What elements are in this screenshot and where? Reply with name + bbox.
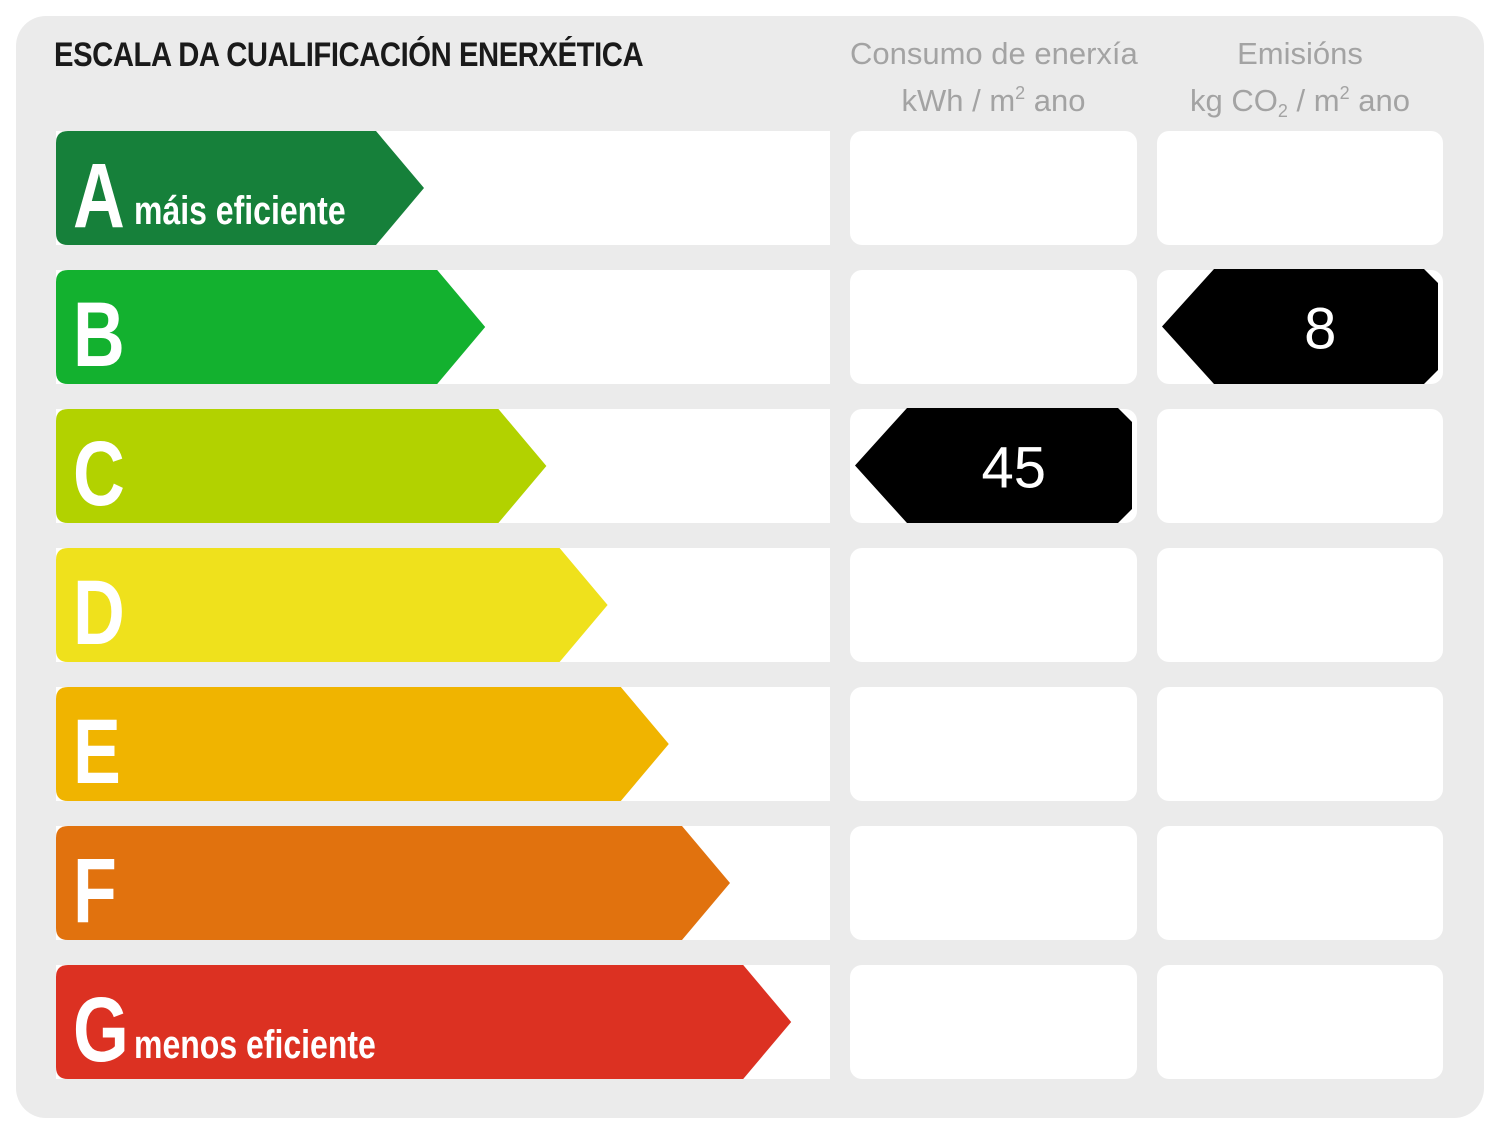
consumo-cell-f (850, 826, 1137, 940)
column-header-emisions-unit: kg CO2 / m2 ano (1190, 83, 1410, 121)
column-header-emisions: Emisións kg CO2 / m2 ano (1157, 30, 1443, 124)
emisions-rating-marker (1162, 269, 1438, 384)
consumo-cell-a (850, 131, 1137, 245)
band-arrow-a (56, 131, 424, 245)
column-header-consumo-unit: kWh / m2 ano (901, 83, 1086, 118)
emisions-cell-d (1157, 548, 1443, 662)
consumo-cell-b (850, 270, 1137, 384)
column-header-emisions-label: Emisións (1237, 36, 1363, 71)
emisions-cell-c (1157, 409, 1443, 523)
band-arrow-c (56, 409, 547, 523)
column-header-consumo: Consumo de enerxía kWh / m2 ano (850, 30, 1138, 124)
band-letter-c: C (73, 422, 125, 525)
band-arrow-e (56, 687, 669, 801)
emisions-cell-e (1157, 687, 1443, 801)
band-arrow-d (56, 548, 608, 662)
band-letter-f: F (73, 839, 117, 942)
consumo-cell-e (850, 687, 1137, 801)
band-sublabel-a: máis eficiente (134, 188, 346, 233)
consumo-rating-marker (855, 408, 1132, 523)
consumo-cell-d (850, 548, 1137, 662)
band-letter-a: A (73, 144, 125, 247)
consumo-rating-marker-value: 45 (982, 436, 1047, 501)
band-letter-b: B (73, 283, 125, 386)
band-arrow-b (56, 270, 486, 384)
band-letter-e: E (73, 700, 121, 803)
band-arrow-f (56, 826, 730, 940)
column-header-consumo-label: Consumo de enerxía (850, 36, 1138, 71)
chart-title: ESCALA DA CUALIFICACIÓN ENERXÉTICA (54, 36, 644, 74)
band-letter-d: D (73, 561, 125, 664)
band-arrow-g (56, 965, 792, 1079)
emisions-cell-a (1157, 131, 1443, 245)
consumo-cell-g (850, 965, 1137, 1079)
emisions-rating-marker-value: 8 (1304, 297, 1336, 362)
band-letter-g: G (73, 978, 129, 1081)
emisions-cell-g (1157, 965, 1443, 1079)
band-sublabel-g: menos eficiente (134, 1022, 376, 1067)
emisions-cell-f (1157, 826, 1443, 940)
